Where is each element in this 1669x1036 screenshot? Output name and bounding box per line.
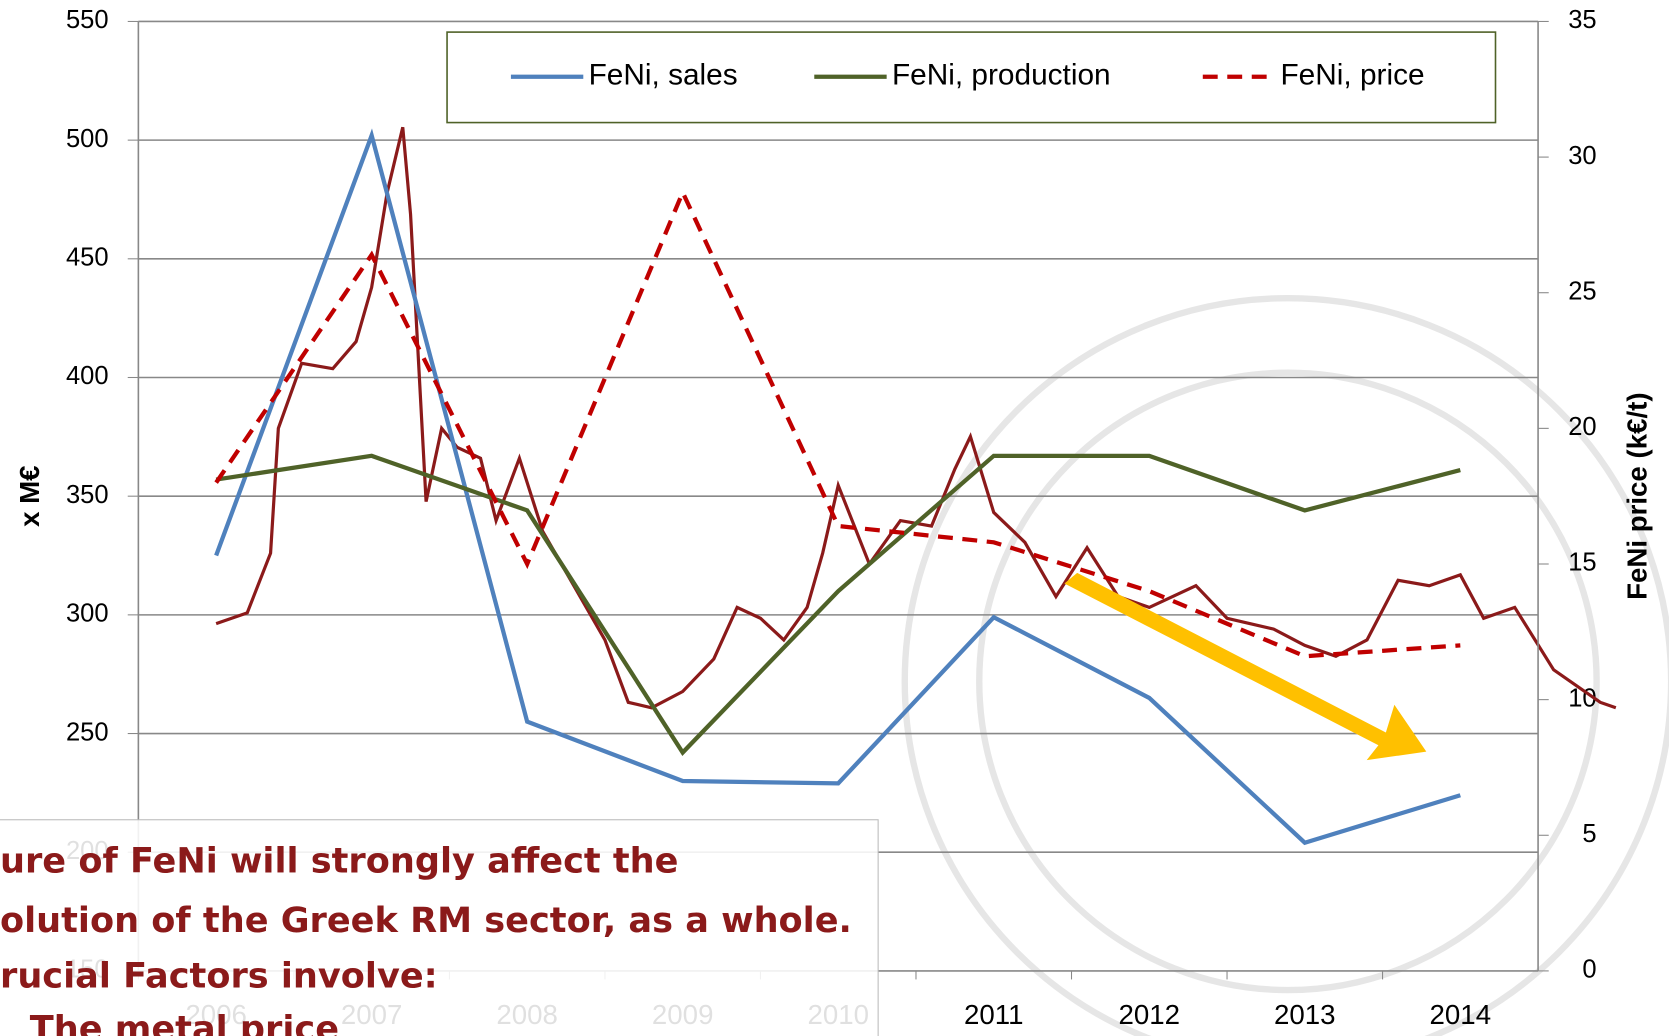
watermark [905, 298, 1669, 1036]
legend-label: FeNi, sales [589, 59, 738, 92]
y2-axis-title: FeNi price (k€/t) [1622, 392, 1653, 599]
note-line: The metal price [30, 1009, 339, 1036]
y2-tick-label: 20 [1568, 413, 1596, 441]
y-tick-label: 250 [66, 718, 109, 746]
y-axis-title: x M€ [14, 465, 45, 526]
y-tick-label: 550 [66, 6, 109, 34]
series-line [216, 456, 1460, 753]
trend-arrow [1064, 573, 1426, 760]
note-line: ure of FeNi will strongly affect the [0, 840, 678, 881]
y2-tick-label: 35 [1568, 6, 1596, 34]
x-tick-label: 2011 [964, 999, 1023, 1030]
y-tick-label: 350 [66, 481, 109, 509]
legend-label: FeNi, production [892, 59, 1111, 92]
x-tick-label: 2012 [1119, 999, 1181, 1030]
y-tick-label: 300 [66, 600, 109, 628]
note-line: olution of the Greek RM sector, as a who… [0, 900, 852, 941]
x-tick-label: 2014 [1430, 999, 1492, 1030]
chart: 1502002503003504004505005500510152025303… [0, 0, 1669, 1036]
y-tick-label: 450 [66, 244, 109, 272]
y-tick-label: 400 [66, 362, 109, 390]
y-tick-label: 500 [66, 125, 109, 153]
y2-tick-label: 30 [1568, 142, 1596, 170]
y2-tick-label: 25 [1568, 277, 1596, 305]
note-line: rucial Factors involve: [0, 955, 438, 996]
y2-tick-label: 15 [1568, 549, 1596, 577]
y2-tick-label: 5 [1582, 820, 1596, 848]
price-trace [216, 127, 1616, 708]
page: {"chart_data":{"type":"line", "y_label":… [0, 0, 1669, 1036]
x-tick-label: 2013 [1274, 999, 1336, 1030]
series-line [216, 192, 1460, 656]
y2-tick-label: 0 [1582, 956, 1596, 984]
legend-label: FeNi, price [1280, 59, 1424, 92]
